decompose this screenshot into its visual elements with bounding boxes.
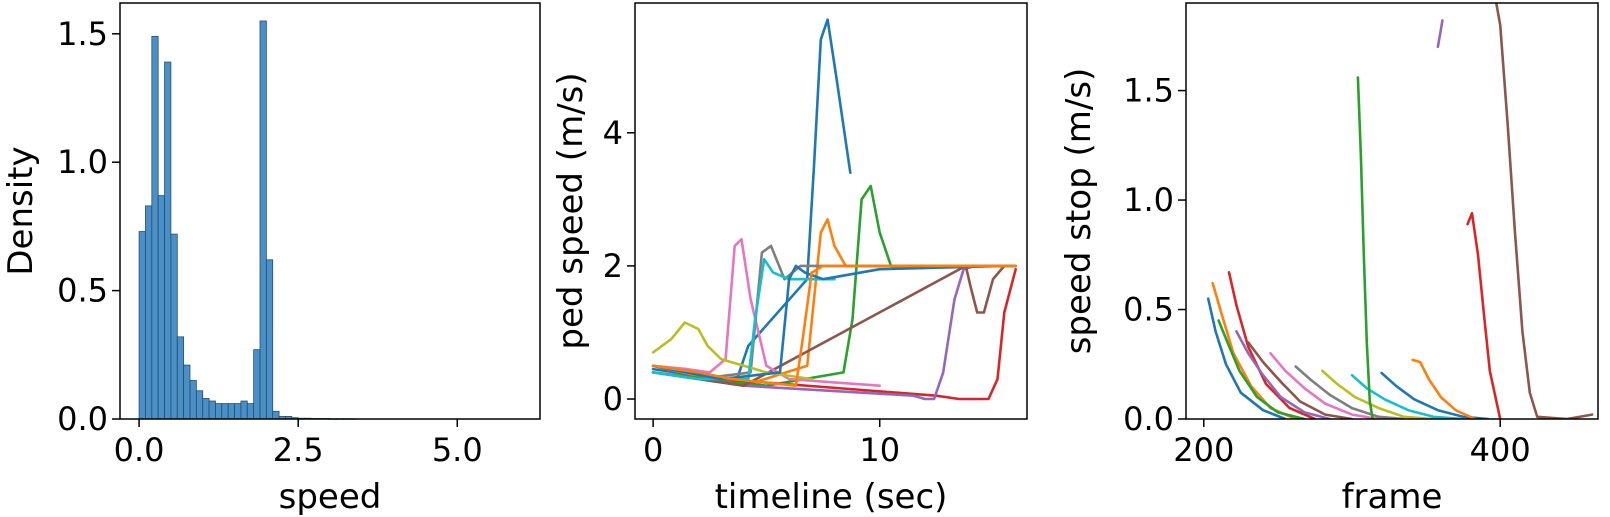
ped-speed-xlabel: timeline (sec) <box>715 477 948 517</box>
speed-histogram-ticks: 0.0 2.5 5.0 0.0 0.5 1.0 1.5 <box>57 15 483 469</box>
x-tick-label: 0 <box>643 431 663 469</box>
series-line <box>1466 211 1502 419</box>
series-line <box>1436 19 1444 49</box>
histogram-bar <box>138 231 146 420</box>
ped-speed-panel: 0 10 0 2 4 timeline (sec) ped speed (m/s) <box>551 2 1028 517</box>
histogram-xlabel: speed <box>279 477 382 517</box>
histogram-bar <box>240 400 248 420</box>
series-line <box>1411 358 1477 419</box>
speed-histogram-bars <box>138 20 356 420</box>
x-tick-label: 10 <box>859 431 900 469</box>
speed-histogram-panel: 0.0 2.5 5.0 0.0 0.5 1.0 1.5 speed Density <box>1 2 541 517</box>
ped-speed-ylabel: ped speed (m/s) <box>551 72 591 349</box>
series-line <box>651 264 1017 387</box>
speed-stop-traces <box>1206 3 1594 419</box>
histogram-bar <box>246 403 255 420</box>
series-line <box>651 238 881 387</box>
series-line <box>651 258 836 381</box>
series-line <box>1269 352 1380 419</box>
ped-speed-ticks: 0 10 0 2 4 <box>603 114 900 469</box>
histogram-bar <box>234 403 242 420</box>
histogram-bar <box>195 390 204 420</box>
y-tick-label: 1.5 <box>1123 72 1174 110</box>
series-line <box>1294 365 1406 419</box>
y-tick-label: 1.5 <box>57 15 108 53</box>
histogram-bar <box>189 380 197 420</box>
x-tick-label: 5.0 <box>432 431 483 469</box>
speed-stop-ticks: 200 400 0.0 0.5 1.0 1.5 <box>1123 72 1531 469</box>
speed-stop-xlabel: frame <box>1342 477 1443 517</box>
histogram-bar <box>208 400 216 420</box>
histogram-bar <box>170 233 178 420</box>
x-tick-label: 0.0 <box>114 431 165 469</box>
y-tick-label: 4 <box>603 114 623 152</box>
y-tick-label: 0.5 <box>1123 291 1174 329</box>
series-line <box>1246 341 1354 419</box>
histogram-bar <box>183 364 191 420</box>
series-line <box>1206 297 1287 419</box>
x-tick-label: 2.5 <box>273 431 324 469</box>
series-line <box>651 264 1006 381</box>
series-line <box>1235 330 1332 419</box>
ped-speed-frame <box>634 2 1028 420</box>
y-tick-label: 0.5 <box>57 272 108 310</box>
histogram-bar <box>227 403 235 420</box>
series-line <box>1227 271 1317 419</box>
x-tick-label: 400 <box>1470 431 1531 469</box>
histogram-bar <box>253 349 261 420</box>
speed-stop-ylabel: speed stop (m/s) <box>1059 68 1099 355</box>
y-tick-label: 0 <box>603 380 623 418</box>
x-tick-label: 200 <box>1173 431 1234 469</box>
histogram-bar <box>215 403 223 420</box>
histogram-bar <box>151 35 159 420</box>
series-line <box>1356 76 1374 419</box>
histogram-bar <box>259 20 267 420</box>
series-line <box>651 267 1017 401</box>
histogram-bar <box>176 336 185 420</box>
histogram-bar <box>272 410 280 420</box>
histogram-bar <box>265 259 274 420</box>
histogram-bar <box>164 61 172 420</box>
speed-histogram-frame <box>119 2 541 420</box>
y-tick-label: 0.0 <box>1123 400 1174 438</box>
y-tick-label: 2 <box>603 247 623 285</box>
series-line <box>1380 371 1490 419</box>
speed-stop-panel: 200 400 0.0 0.5 1.0 1.5 frame speed stop (m/s… <box>1059 2 1599 517</box>
series-line <box>651 184 1017 387</box>
histogram-bar <box>202 398 210 420</box>
histogram-bar <box>157 195 165 420</box>
y-tick-label: 1.0 <box>1123 181 1174 219</box>
y-tick-label: 1.0 <box>57 143 108 181</box>
series-line <box>651 321 813 381</box>
series-line <box>1350 373 1465 419</box>
histogram-bar <box>221 403 229 420</box>
series-line <box>1217 319 1306 419</box>
y-tick-label: 0.0 <box>57 400 108 438</box>
series-line <box>1321 369 1435 419</box>
series-line <box>1494 3 1594 419</box>
ped-speed-traces <box>651 18 1017 401</box>
histogram-ylabel: Density <box>1 146 41 275</box>
histogram-bar <box>145 205 153 420</box>
series-line <box>651 264 1017 387</box>
speed-stop-frame <box>1185 2 1599 420</box>
